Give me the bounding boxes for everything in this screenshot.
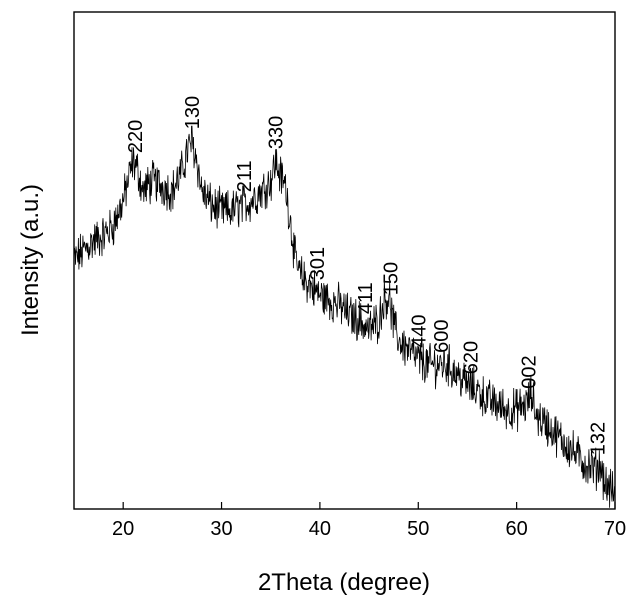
peak-label: 132 (587, 422, 609, 455)
peak-label: 211 (234, 160, 256, 192)
peak-label: 220 (125, 120, 147, 153)
peak-label: 002 (518, 355, 540, 388)
peak-label: 600 (431, 320, 453, 353)
x-tick-label: 20 (112, 518, 134, 540)
peak-label: 301 (307, 247, 329, 280)
x-tick-label: 60 (506, 518, 528, 540)
x-tick-label: 70 (604, 518, 626, 540)
x-axis-ticks: 20 30 40 50 60 70 (112, 502, 626, 540)
xrd-trace-line (73, 125, 616, 508)
y-axis-label: Intensity (a.u.) (17, 184, 44, 336)
peak-label: 620 (460, 341, 482, 374)
x-tick-label: 50 (407, 518, 429, 540)
x-tick-label: 30 (210, 518, 232, 540)
plot-frame (73, 11, 616, 510)
peak-label: 130 (182, 96, 204, 129)
peak-label: 411 (355, 282, 377, 314)
x-tick-label: 40 (309, 518, 331, 540)
peak-label: 150 (381, 262, 403, 295)
peak-label: 440 (408, 315, 430, 348)
peak-label: 330 (266, 116, 288, 149)
x-axis-label: 2Theta (degree) (258, 569, 430, 596)
